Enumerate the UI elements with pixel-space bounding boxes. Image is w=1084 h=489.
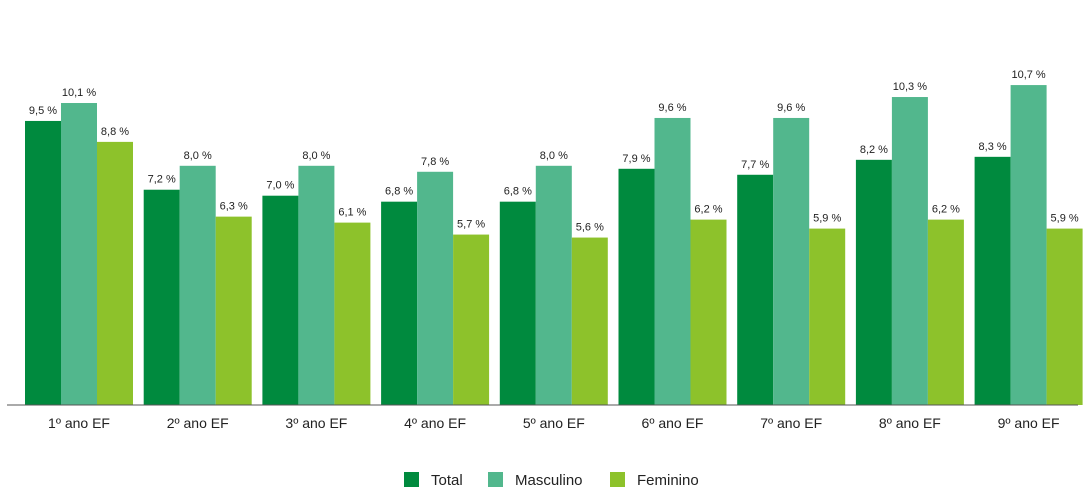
- bar-feminino-2-ano-ef: [215, 216, 252, 405]
- bar-masculino-1-ano-ef: [61, 103, 97, 405]
- bar-total-9-ano-ef: [974, 156, 1011, 405]
- bar-feminino-1-ano-ef: [97, 141, 133, 405]
- value-label-masculino-5-ano-ef: 8,0 %: [540, 150, 568, 162]
- x-tick-label-2-ano-ef: 2º ano EF: [167, 415, 229, 431]
- value-label-total-7-ano-ef: 7,7 %: [741, 159, 769, 171]
- bar-masculino-7-ano-ef: [773, 117, 810, 406]
- legend-swatch-feminino: [610, 472, 625, 487]
- legend-label-feminino: Feminino: [637, 472, 699, 489]
- bar-total-7-ano-ef: [737, 174, 774, 405]
- x-tick-label-1-ano-ef: 1º ano EF: [48, 415, 110, 431]
- value-label-total-5-ano-ef: 6,8 %: [504, 186, 532, 198]
- legend-swatch-total: [404, 472, 419, 487]
- value-label-feminino-4-ano-ef: 5,7 %: [457, 219, 485, 231]
- value-label-masculino-1-ano-ef: 10,1 %: [62, 87, 96, 99]
- bar-feminino-8-ano-ef: [927, 219, 964, 405]
- bar-masculino-2-ano-ef: [179, 165, 216, 405]
- value-label-feminino-2-ano-ef: 6,3 %: [220, 201, 248, 213]
- legend-label-total: Total: [431, 472, 463, 489]
- value-label-feminino-1-ano-ef: 8,8 %: [101, 126, 129, 138]
- value-label-masculino-8-ano-ef: 10,3 %: [893, 81, 927, 93]
- bar-total-5-ano-ef: [499, 201, 536, 405]
- x-tick-label-4-ano-ef: 4º ano EF: [404, 415, 466, 431]
- x-tick-label-3-ano-ef: 3º ano EF: [285, 415, 347, 431]
- value-label-total-2-ano-ef: 7,2 %: [148, 174, 176, 186]
- bar-feminino-4-ano-ef: [453, 234, 490, 405]
- value-label-total-1-ano-ef: 9,5 %: [29, 105, 57, 117]
- bar-feminino-5-ano-ef: [571, 237, 608, 405]
- bar-masculino-5-ano-ef: [535, 165, 572, 405]
- x-tick-label-6-ano-ef: 6º ano EF: [642, 415, 704, 431]
- bar-total-6-ano-ef: [618, 168, 655, 405]
- bar-total-2-ano-ef: [143, 189, 180, 405]
- bar-total-8-ano-ef: [855, 159, 892, 405]
- value-label-total-6-ano-ef: 7,9 %: [622, 153, 650, 165]
- bar-feminino-9-ano-ef: [1046, 228, 1083, 405]
- value-label-total-3-ano-ef: 7,0 %: [266, 180, 294, 192]
- value-label-total-8-ano-ef: 8,2 %: [860, 144, 888, 156]
- bar-total-1-ano-ef: [25, 120, 61, 405]
- bar-total-4-ano-ef: [381, 201, 418, 405]
- bars-layer: [25, 85, 1083, 406]
- x-tick-label-7-ano-ef: 7º ano EF: [760, 415, 822, 431]
- bar-masculino-3-ano-ef: [298, 165, 335, 405]
- x-tick-label-8-ano-ef: 8º ano EF: [879, 415, 941, 431]
- value-label-feminino-9-ano-ef: 5,9 %: [1051, 213, 1079, 225]
- x-tick-label-9-ano-ef: 9º ano EF: [998, 415, 1060, 431]
- value-label-masculino-3-ano-ef: 8,0 %: [302, 150, 330, 162]
- value-label-feminino-8-ano-ef: 6,2 %: [932, 204, 960, 216]
- value-label-masculino-4-ano-ef: 7,8 %: [421, 156, 449, 168]
- value-label-masculino-9-ano-ef: 10,7 %: [1011, 69, 1045, 81]
- legend-swatch-masculino: [488, 472, 503, 487]
- value-label-feminino-6-ano-ef: 6,2 %: [694, 204, 722, 216]
- bar-total-3-ano-ef: [262, 195, 299, 405]
- bar-masculino-9-ano-ef: [1010, 85, 1047, 405]
- x-tick-label-5-ano-ef: 5º ano EF: [523, 415, 585, 431]
- value-label-masculino-2-ano-ef: 8,0 %: [184, 150, 212, 162]
- value-label-total-9-ano-ef: 8,3 %: [979, 141, 1007, 153]
- bar-feminino-3-ano-ef: [334, 222, 371, 405]
- x-tick-labels: 1º ano EF 2º ano EF 3º ano EF 4º ano EF 5º a…: [48, 415, 1060, 431]
- value-label-feminino-5-ano-ef: 5,6 %: [576, 222, 604, 234]
- value-label-feminino-7-ano-ef: 5,9 %: [813, 213, 841, 225]
- bar-masculino-4-ano-ef: [417, 171, 454, 405]
- legend: Total Masculino Feminino: [404, 472, 699, 489]
- value-label-feminino-3-ano-ef: 6,1 %: [338, 207, 366, 219]
- value-label-masculino-7-ano-ef: 9,6 %: [777, 102, 805, 114]
- value-label-masculino-6-ano-ef: 9,6 %: [658, 102, 686, 114]
- value-labels-layer: 9,5 % 10,1 % 8,8 % 7,2 % 8,0 % 6,3 % 7,0 % 8,0 …: [29, 69, 1079, 233]
- value-label-total-4-ano-ef: 6,8 %: [385, 186, 413, 198]
- legend-label-masculino: Masculino: [515, 472, 583, 489]
- bar-masculino-8-ano-ef: [891, 97, 928, 405]
- bar-masculino-6-ano-ef: [654, 117, 691, 406]
- bar-feminino-6-ano-ef: [690, 219, 727, 405]
- bar-feminino-7-ano-ef: [809, 228, 846, 405]
